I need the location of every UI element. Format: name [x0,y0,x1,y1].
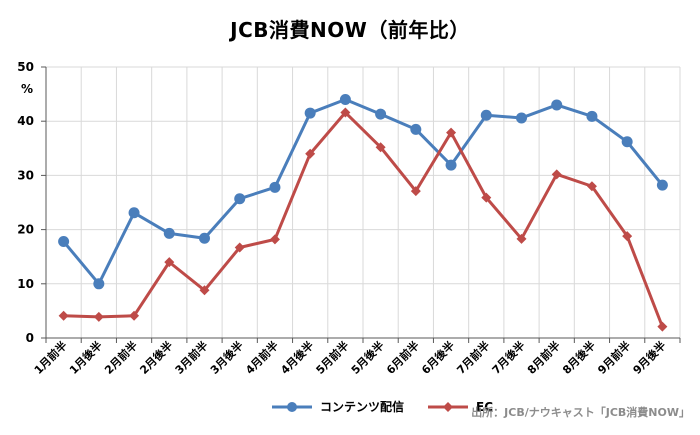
data-point [516,112,527,124]
legend-item: コンテンツ配信 [270,398,404,415]
data-point [480,109,492,121]
series-1 [58,94,668,290]
series-line [62,98,664,286]
legend: コンテンツ配信 EC [270,398,515,415]
data-point [445,159,457,171]
data-point [340,107,351,118]
x-tick-label: 2月後半 [137,338,176,377]
data-point [93,278,105,290]
data-point [304,107,316,119]
data-point [305,148,316,159]
legend-label: コンテンツ配信 [320,400,405,414]
data-point [586,110,598,122]
y-axis-unit-label: % [21,82,33,96]
axes [41,66,681,343]
data-point [551,99,563,111]
data-point [621,136,633,148]
y-tick-label: 0 [26,331,34,345]
data-point [339,94,351,106]
x-tick-label: 9月前半 [595,338,634,377]
x-tick-label: 8月後半 [559,338,598,377]
series-2 [58,107,668,332]
legend-swatch [428,401,469,412]
data-point [551,169,562,180]
x-tick-label: 3月前半 [172,338,211,377]
data-point [199,232,210,244]
data-point [269,234,280,245]
data-point [199,285,210,296]
data-point [93,311,104,322]
data-point [481,192,492,203]
data-point [129,310,140,321]
y-tick-label: 30 [17,168,34,182]
data-point [446,127,457,138]
series-group [58,94,668,332]
data-point [657,321,668,332]
data-point [234,193,246,205]
x-tick-label: 6月前半 [383,338,422,377]
x-tick-label: 5月前半 [313,338,352,377]
x-tick-label: 4月前半 [242,338,281,377]
data-point [269,181,281,193]
data-point [234,242,245,253]
y-tick-label: 10 [17,277,34,291]
series-line [62,111,664,329]
x-tick-label: 7月前半 [454,338,493,377]
data-point [58,310,69,321]
data-point [410,186,421,197]
legend-label: EC [476,399,494,414]
data-point [375,142,386,153]
data-point [516,233,527,244]
data-point [375,108,387,120]
x-tick-label: 9月後半 [630,338,669,377]
gridlines [46,66,681,338]
source-note: 出所：JCB/ナウキャスト「JCB消費NOW」 [471,406,690,419]
x-axis-ticks: 1月前半1月後半2月前半2月後半3月前半3月後半4月前半4月後半5月前半5月後半… [31,338,668,377]
x-tick-label: 6月後半 [419,338,458,377]
x-tick-label: 2月前半 [102,338,141,377]
data-point [163,227,175,239]
data-point [622,231,633,242]
chart-title: JCB消費NOW（前年比） [230,18,470,42]
legend-item: EC [426,400,493,414]
data-point [410,123,422,135]
data-point [58,236,70,248]
data-point [656,179,668,191]
x-tick-label: 1月前半 [31,338,70,377]
data-point [164,257,175,268]
legend-swatch [272,401,312,412]
x-tick-label: 1月後半 [66,338,105,377]
x-tick-label: 5月後半 [348,338,387,377]
y-tick-label: 50 [17,60,34,74]
y-tick-label: 40 [17,114,34,128]
x-tick-label: 3月後半 [207,338,246,377]
x-tick-label: 7月後半 [489,338,528,377]
data-point [586,181,597,192]
x-tick-label: 8月前半 [524,338,563,377]
data-point [128,207,140,219]
y-axis-ticks: 0 10 20 30 40 50% [17,60,34,345]
y-tick-label: 20 [17,223,34,237]
x-tick-label: 4月後半 [278,338,317,377]
